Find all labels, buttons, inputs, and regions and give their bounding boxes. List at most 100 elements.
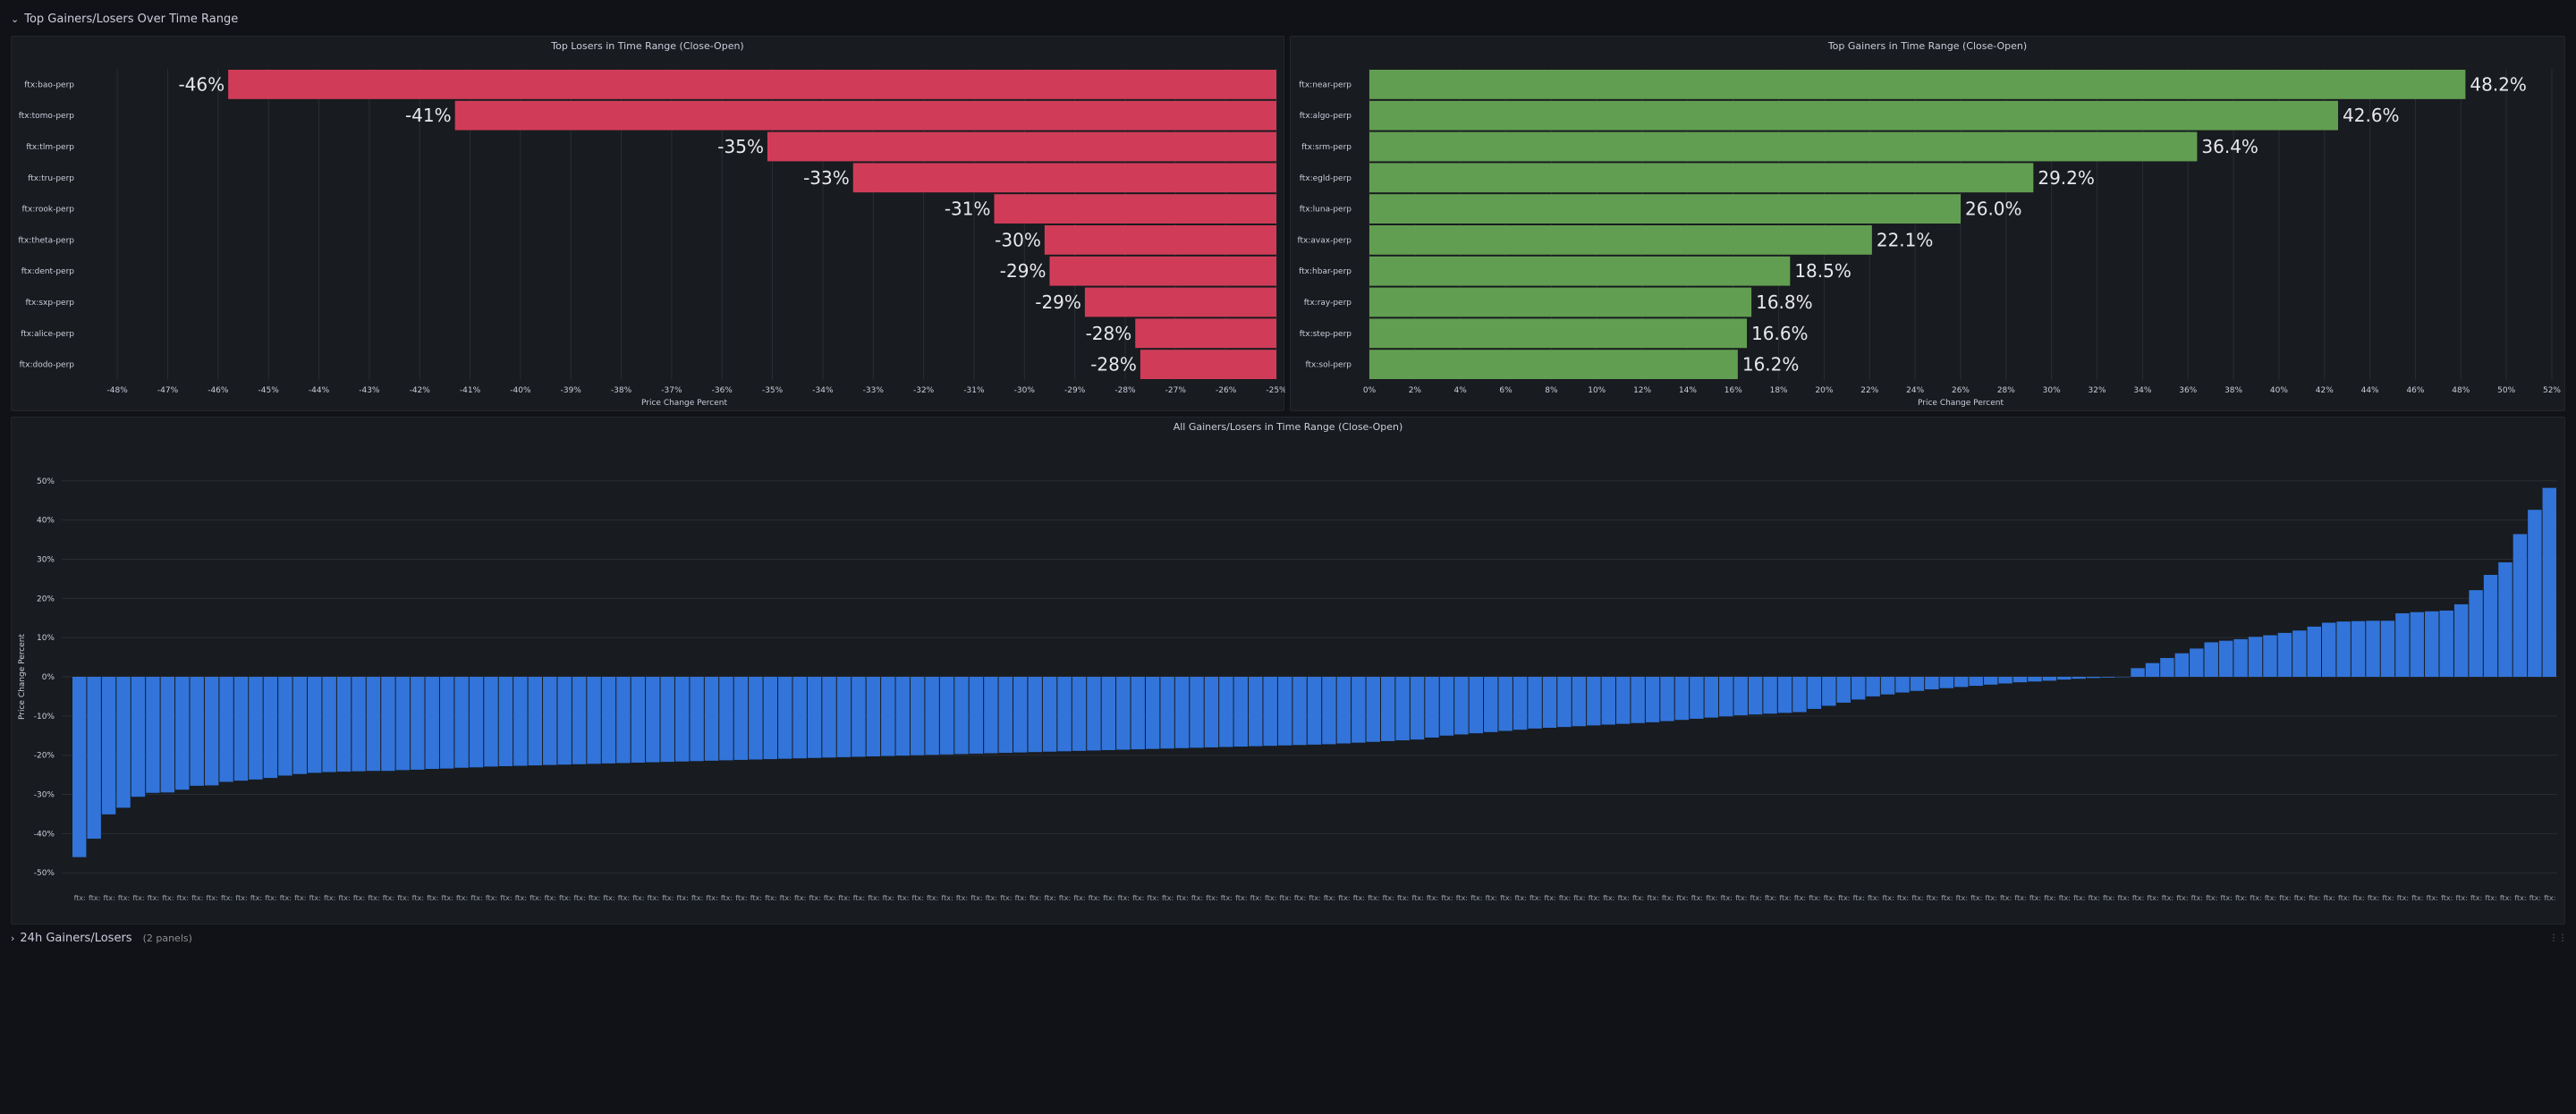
row-header-24h[interactable]: › 24h Gainers/Losers (2 panels) [11, 928, 192, 948]
x-tick-label: ftx: [648, 894, 659, 902]
x-tick-label: ftx: [2309, 894, 2320, 902]
data-label: -35% [717, 136, 764, 157]
x-tick-label: 2% [1409, 386, 1422, 395]
bar [513, 677, 528, 766]
bar [439, 677, 454, 769]
x-tick-label: ftx: [986, 894, 997, 902]
bar [1674, 677, 1690, 721]
x-tick-label: ftx: [1853, 894, 1865, 902]
x-tick-label: ftx: [1250, 894, 1262, 902]
bar [1369, 225, 1872, 255]
category-label: ftx:dent-perp [21, 267, 75, 276]
x-tick-label: ftx: [1911, 894, 1923, 902]
x-tick-label: ftx: [1353, 894, 1365, 902]
bar [1101, 677, 1116, 750]
bar [763, 677, 778, 760]
bar [2498, 561, 2512, 677]
x-tick-label: ftx: [1882, 894, 1894, 902]
x-tick-label: 28% [1997, 386, 2015, 395]
x-tick-label: ftx: [1794, 894, 1806, 902]
x-tick-label: ftx: [2250, 894, 2261, 902]
bar [1954, 677, 1969, 688]
x-tick-label: 20% [1815, 386, 1833, 395]
bar [2145, 662, 2160, 677]
x-tick-label: ftx: [1676, 894, 1688, 902]
data-label: -28% [1086, 323, 1132, 344]
bar [116, 677, 131, 808]
row-header-time-range[interactable]: ⌄ Top Gainers/Losers Over Time Range [11, 9, 238, 29]
bar [498, 677, 513, 766]
bar [1084, 287, 1276, 317]
y-tick-label: -10% [34, 713, 55, 722]
bar [2366, 620, 2380, 677]
x-tick-label: ftx: [1015, 894, 1027, 902]
category-label: ftx:tru-perp [28, 174, 74, 183]
x-tick-label: ftx: [530, 894, 541, 902]
x-tick-label: ftx: [309, 894, 321, 902]
data-label: 22.1% [1877, 229, 1934, 250]
x-tick-label: ftx: [2132, 894, 2144, 902]
category-label: ftx:sol-perp [1305, 361, 1352, 370]
bar [1866, 677, 1880, 696]
x-tick-label: ftx: [750, 894, 762, 902]
x-tick-label: ftx: [1411, 894, 1423, 902]
x-tick-label: ftx: [1089, 894, 1100, 902]
bar [1822, 677, 1836, 706]
x-tick-label: 12% [1633, 386, 1651, 395]
bar [308, 677, 322, 773]
panel-title[interactable]: Top Gainers in Time Range (Close-Open) [1827, 40, 2028, 52]
x-tick-label: ftx: [2485, 894, 2496, 902]
x-tick-label: ftx: [1044, 894, 1055, 902]
bar [719, 677, 733, 761]
x-tick-label: -27% [1165, 386, 1187, 395]
bar [2292, 630, 2307, 677]
x-tick-label: ftx: [1824, 894, 1835, 902]
bar [2248, 637, 2263, 677]
x-tick-label: ftx: [1368, 894, 1379, 902]
bar [381, 677, 395, 772]
top-losers-chart: -48% -47% -46% -45% -44% -43% -42% -41% -40% -39%… [18, 69, 1285, 408]
bar [616, 677, 631, 764]
drag-handle-icon[interactable]: ⋮⋮ [2549, 933, 2567, 943]
category-label: ftx:hbar-perp [1299, 267, 1352, 276]
x-tick-label: -26% [1216, 386, 1237, 395]
bar [2204, 642, 2218, 677]
x-tick-label: ftx: [1868, 894, 1879, 902]
x-tick-label: ftx: [368, 894, 379, 902]
bar [2028, 677, 2042, 682]
bar [352, 677, 366, 772]
category-label: ftx:bao-perp [24, 80, 74, 89]
panel-title[interactable]: Top Losers in Time Range (Close-Open) [551, 40, 744, 52]
bar [2425, 611, 2439, 677]
bar [1380, 677, 1395, 741]
bar [601, 677, 616, 764]
x-tick-label: ftx: [2470, 894, 2482, 902]
category-label: ftx:luna-perp [1300, 206, 1352, 215]
bar [778, 677, 792, 759]
bar [2042, 677, 2057, 681]
x-tick-label: ftx: [970, 894, 982, 902]
x-tick-label: ftx: [2338, 894, 2350, 902]
x-tick-label: ftx: [780, 894, 792, 902]
x-tick-label: ftx: [706, 894, 717, 902]
y-tick-label: -50% [34, 869, 55, 878]
bar [1263, 677, 1277, 747]
bar [1969, 677, 1983, 687]
category-label: ftx:srm-perp [1301, 143, 1352, 152]
x-tick-label: ftx: [1765, 894, 1776, 902]
bar [1572, 677, 1587, 727]
bar [895, 677, 910, 756]
x-tick-label: 4% [1454, 386, 1468, 395]
bar [1028, 677, 1042, 753]
x-tick-label: ftx: [427, 894, 438, 902]
panel-title[interactable]: All Gainers/Losers in Time Range (Close-… [1173, 421, 1403, 433]
x-tick-label: -44% [309, 386, 330, 395]
bar [2233, 638, 2248, 677]
bar [1454, 677, 1469, 735]
x-tick-label: ftx: [1647, 894, 1658, 902]
x-tick-label: ftx: [1132, 894, 1144, 902]
x-tick-label: ftx: [794, 894, 806, 902]
x-tick-label: ftx: [338, 894, 350, 902]
x-tick-label: ftx: [1603, 894, 1614, 902]
bar [2263, 635, 2277, 677]
